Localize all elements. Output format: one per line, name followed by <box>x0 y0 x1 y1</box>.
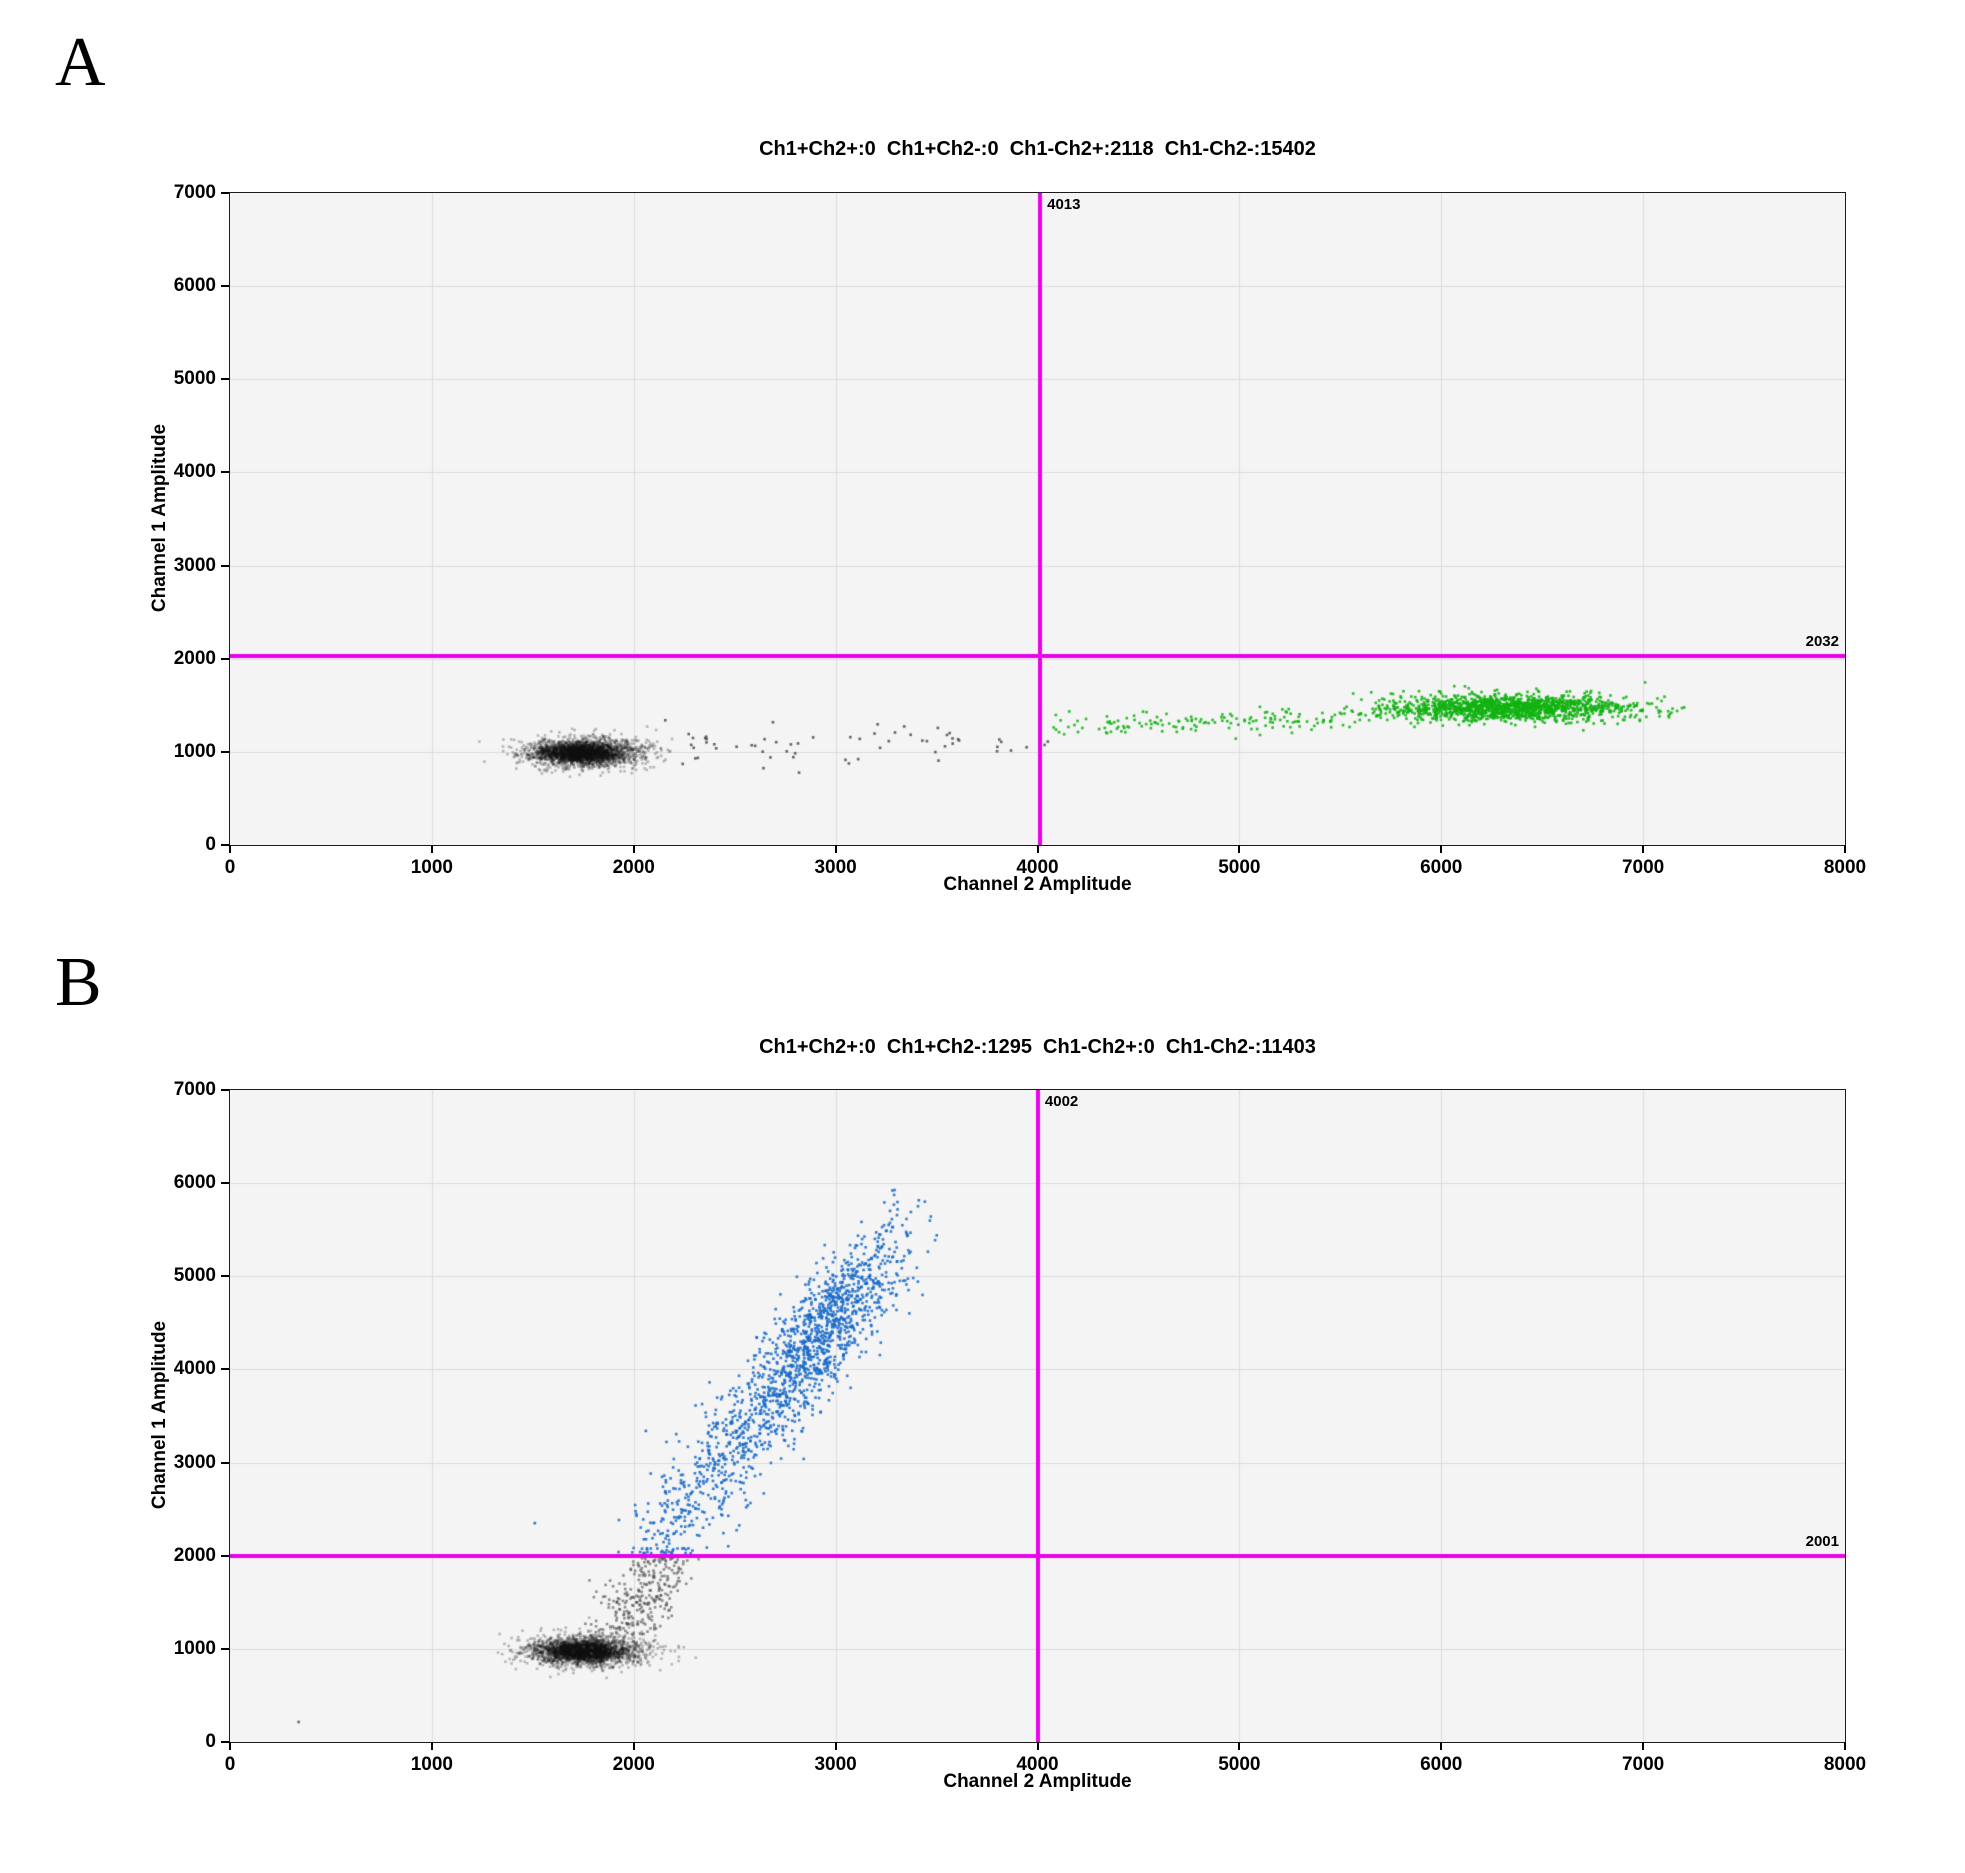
x-tick-mark <box>1844 845 1846 853</box>
y-threshold-label-b: 2001 <box>1805 1532 1839 1550</box>
x-tick-label: 3000 <box>814 1754 857 1775</box>
y-tick-label: 0 <box>205 834 216 855</box>
y-tick-mark <box>221 285 229 288</box>
y-axis-label-b: Channel 1 Amplitude <box>149 1320 170 1510</box>
y-tick-label: 4000 <box>173 461 216 483</box>
x-tick-mark <box>632 1742 635 1750</box>
x-tick-label: 5000 <box>1218 857 1261 878</box>
x-tick-mark <box>1036 845 1039 853</box>
x-threshold-label-a: 4013 <box>1047 196 1081 213</box>
x-tick-mark <box>834 845 837 853</box>
x-tick-mark <box>834 1742 837 1750</box>
y-tick-mark <box>221 844 229 846</box>
scatter-canvas-b <box>230 1090 1845 1742</box>
x-tick-label: 2000 <box>612 857 655 878</box>
y-tick-mark <box>221 750 229 753</box>
y-tick-label: 1000 <box>173 740 216 762</box>
x-tick-mark <box>1440 1742 1443 1750</box>
x-tick-mark <box>430 1742 433 1750</box>
y-threshold-label-a: 2032 <box>1805 632 1839 650</box>
x-tick-mark <box>1642 845 1645 853</box>
y-tick-mark <box>221 1461 229 1464</box>
y-tick-label: 5000 <box>173 368 216 390</box>
x-tick-label: 4000 <box>1016 1754 1059 1775</box>
x-tick-mark <box>1036 1742 1039 1750</box>
y-tick-label: 0 <box>205 1731 216 1752</box>
x-tick-mark <box>632 845 635 853</box>
x-tick-label: 1000 <box>410 857 454 878</box>
x-axis-label-a: Channel 2 Amplitude <box>943 874 1132 895</box>
y-tick-label: 5000 <box>173 1265 216 1287</box>
x-tick-label: 6000 <box>1420 857 1463 878</box>
x-tick-label: 6000 <box>1420 1754 1463 1775</box>
panel-letter-b: B <box>55 944 102 1021</box>
y-tick-label: 4000 <box>173 1358 216 1380</box>
y-tick-mark <box>221 192 229 194</box>
x-tick-label: 7000 <box>1621 857 1665 878</box>
y-axis-label-a: Channel 1 Amplitude <box>149 423 170 613</box>
plot-area-a: 4013 2032 0 1000 2000 3000 4000 5000 6000 7000 8… <box>174 182 1866 878</box>
y-tick-label: 7000 <box>173 1079 216 1100</box>
x-threshold-label-b: 4002 <box>1044 1093 1079 1110</box>
y-tick-label: 3000 <box>173 554 216 576</box>
y-tick-mark <box>221 1275 229 1278</box>
x-tick-label: 5000 <box>1218 1754 1261 1775</box>
y-tick-mark <box>221 1741 229 1743</box>
y-tick-mark <box>221 378 229 381</box>
x-tick-label: 8000 <box>1823 1754 1867 1775</box>
y-tick-label: 6000 <box>173 1172 216 1194</box>
x-tick-mark <box>430 845 433 853</box>
x-tick-label: 2000 <box>612 1754 655 1775</box>
x-tick-mark <box>1440 845 1443 853</box>
y-tick-mark <box>221 657 229 660</box>
plot-area-b: 4002 2001 0 1000 2000 3000 4000 5000 6000 7000 8… <box>174 1079 1866 1775</box>
x-tick-label: 8000 <box>1823 857 1867 878</box>
y-tick-mark <box>221 1647 229 1650</box>
x-tick-mark <box>1642 1742 1645 1750</box>
y-tick-mark <box>221 1554 229 1557</box>
quadrant-counts-title-b: Ch1+Ch2+:0 Ch1+Ch2-:1295 Ch1-Ch2+:0 Ch1-… <box>759 1036 1316 1058</box>
x-tick-mark <box>1238 1742 1241 1750</box>
x-axis-label-b: Channel 2 Amplitude <box>943 1771 1132 1792</box>
x-tick-mark <box>1844 1742 1846 1750</box>
y-tick-mark <box>221 1089 229 1091</box>
x-tick-mark <box>229 1742 231 1750</box>
y-tick-label: 7000 <box>173 182 216 203</box>
y-tick-label: 1000 <box>173 1637 216 1659</box>
x-tick-mark <box>1238 845 1241 853</box>
x-tick-label: 1000 <box>410 1754 454 1775</box>
x-tick-mark <box>229 845 231 853</box>
y-tick-label: 2000 <box>173 1544 216 1566</box>
x-tick-label: 7000 <box>1621 1754 1665 1775</box>
scatter-canvas-a <box>230 193 1845 845</box>
x-tick-label: 3000 <box>814 857 857 878</box>
y-tick-mark <box>221 1368 229 1371</box>
x-tick-label: 0 <box>224 1754 236 1775</box>
quadrant-counts-title-a: Ch1+Ch2+:0 Ch1+Ch2-:0 Ch1-Ch2+:2118 Ch1-… <box>759 138 1316 160</box>
y-tick-label: 3000 <box>173 1451 216 1473</box>
y-tick-label: 6000 <box>173 275 216 297</box>
x-tick-label: 0 <box>224 857 236 878</box>
y-tick-label: 2000 <box>173 647 216 669</box>
y-tick-mark <box>221 1182 229 1185</box>
panel-letter-a: A <box>55 24 106 101</box>
y-tick-mark <box>221 471 229 474</box>
x-tick-label: 4000 <box>1016 857 1059 878</box>
y-tick-mark <box>221 564 229 567</box>
